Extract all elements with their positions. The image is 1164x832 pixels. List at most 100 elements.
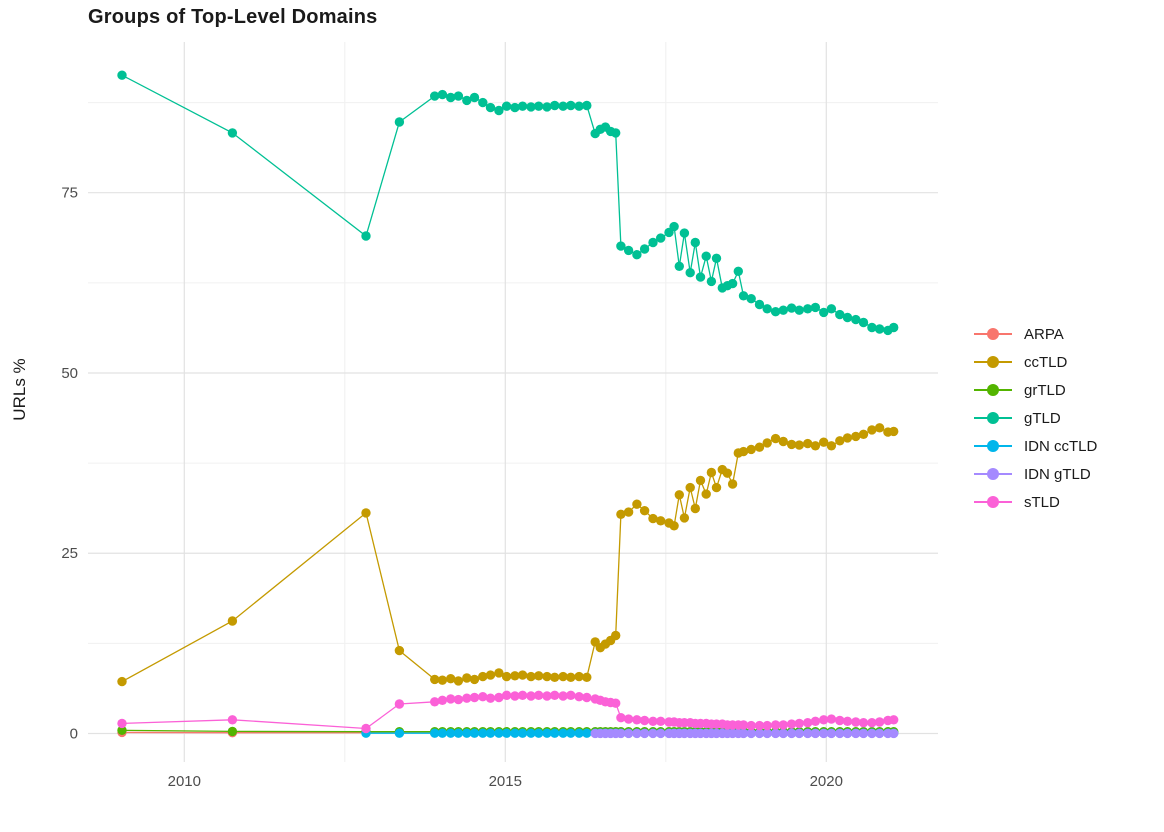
data-point: [361, 508, 370, 517]
legend-item-label: ccTLD: [1024, 354, 1067, 371]
data-point: [747, 294, 756, 303]
data-point: [518, 670, 527, 679]
data-point: [438, 696, 447, 705]
data-point: [454, 676, 463, 685]
data-point: [747, 721, 756, 730]
data-point: [486, 729, 495, 738]
legend-item-IDN-ccTLD: IDN ccTLD: [974, 432, 1097, 460]
legend: ARPA ccTLD grTLD gTLD IDN ccTLD IDN gTLD sTLD: [974, 320, 1097, 516]
data-point: [686, 483, 695, 492]
data-point: [669, 222, 678, 231]
legend-item-label: sTLD: [1024, 494, 1060, 511]
legend-item-ARPA: ARPA: [974, 320, 1097, 348]
data-point: [534, 102, 543, 111]
data-point: [470, 675, 479, 684]
legend-key-icon: [974, 327, 1012, 341]
data-point: [656, 729, 665, 738]
legend-item-label: grTLD: [1024, 382, 1066, 399]
data-point: [875, 729, 884, 738]
legend-key-icon: [974, 495, 1012, 509]
data-point: [361, 231, 370, 240]
data-point: [502, 729, 511, 738]
data-point: [675, 262, 684, 271]
data-point: [811, 441, 820, 450]
data-point: [470, 693, 479, 702]
data-point: [734, 267, 743, 276]
data-point: [656, 516, 665, 525]
data-point: [486, 103, 495, 112]
data-point: [827, 304, 836, 313]
data-point: [763, 721, 772, 730]
legend-key-dot-icon: [987, 328, 999, 340]
data-point: [534, 671, 543, 680]
data-point: [675, 490, 684, 499]
data-point: [875, 717, 884, 726]
data-point: [550, 101, 559, 110]
series-lines: [122, 75, 894, 733]
legend-item-label: IDN ccTLD: [1024, 438, 1097, 455]
data-point: [624, 714, 633, 723]
data-point: [632, 250, 641, 259]
legend-item-label: IDN gTLD: [1024, 466, 1091, 483]
data-point: [640, 729, 649, 738]
data-point: [438, 90, 447, 99]
data-point: [763, 438, 772, 447]
data-point: [582, 693, 591, 702]
legend-item-gTLD: gTLD: [974, 404, 1097, 432]
data-point: [843, 313, 852, 322]
data-point: [779, 306, 788, 315]
data-point: [582, 101, 591, 110]
data-point: [582, 673, 591, 682]
data-point: [566, 729, 575, 738]
data-point: [696, 476, 705, 485]
data-point: [117, 719, 126, 728]
data-point: [811, 303, 820, 312]
data-point: [723, 469, 732, 478]
data-point: [486, 694, 495, 703]
data-point: [454, 91, 463, 100]
y-tick-label: 25: [61, 545, 78, 562]
data-point: [228, 715, 237, 724]
data-point: [624, 729, 633, 738]
data-point: [582, 729, 591, 738]
data-point: [843, 433, 852, 442]
data-point: [859, 430, 868, 439]
data-point: [691, 238, 700, 247]
data-point: [228, 616, 237, 625]
data-point: [696, 272, 705, 281]
data-point: [470, 93, 479, 102]
data-point: [795, 719, 804, 728]
legend-item-label: ARPA: [1024, 326, 1064, 343]
data-point: [875, 423, 884, 432]
data-point: [640, 716, 649, 725]
data-point: [859, 318, 868, 327]
data-point: [728, 279, 737, 288]
data-point: [502, 691, 511, 700]
legend-key-dot-icon: [987, 384, 999, 396]
legend-item-ccTLD: ccTLD: [974, 348, 1097, 376]
data-point: [763, 304, 772, 313]
data-point: [624, 507, 633, 516]
data-point: [656, 717, 665, 726]
data-point: [611, 128, 620, 137]
data-point: [795, 306, 804, 315]
legend-item-IDN-gTLD: IDN gTLD: [974, 460, 1097, 488]
legend-key-dot-icon: [987, 496, 999, 508]
data-point: [640, 244, 649, 253]
data-point: [566, 673, 575, 682]
data-point: [811, 729, 820, 738]
legend-key-dot-icon: [987, 412, 999, 424]
data-point: [395, 729, 404, 738]
data-point: [691, 504, 700, 513]
data-point: [669, 521, 678, 530]
data-point: [843, 717, 852, 726]
data-point: [518, 102, 527, 111]
series-line-gTLD: [122, 75, 894, 330]
data-point: [889, 729, 898, 738]
data-point: [534, 729, 543, 738]
y-axis-title: URLs %: [10, 317, 30, 462]
data-point: [117, 677, 126, 686]
data-point: [454, 729, 463, 738]
legend-key-icon: [974, 467, 1012, 481]
